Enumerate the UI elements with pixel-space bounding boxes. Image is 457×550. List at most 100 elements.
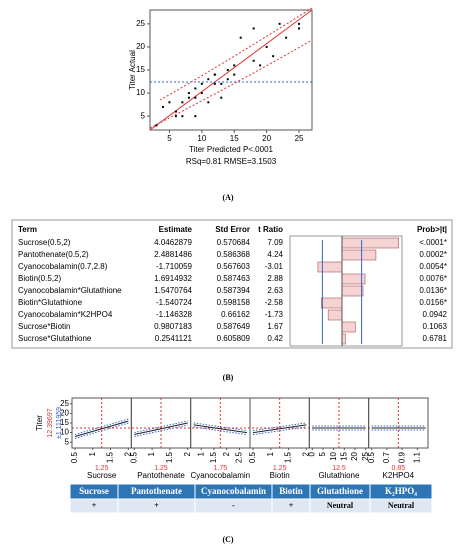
x-tick-label: 1	[266, 451, 275, 456]
point	[233, 64, 236, 67]
sign-text: -	[232, 501, 235, 510]
x-tick-label: 5	[318, 451, 327, 456]
x-tick-label: 1	[88, 451, 97, 456]
point	[155, 124, 158, 127]
point	[181, 101, 184, 104]
x-tick-label: 25	[361, 451, 370, 460]
point	[207, 101, 210, 104]
cell: 1.6914932	[154, 274, 192, 283]
y-tick-label: 10	[60, 428, 69, 437]
profile-line	[193, 424, 248, 434]
cell: 0.0156*	[419, 298, 447, 307]
point	[239, 36, 242, 39]
cell: 1.67	[267, 322, 283, 331]
fit-stats: RSq=0.81 RMSE=3.1503	[186, 157, 277, 166]
sign-text: +	[92, 501, 97, 510]
x-tick-label: 1.5	[284, 451, 293, 463]
point	[187, 96, 190, 99]
cell: Cyanocobalamin*Glutathione	[18, 286, 122, 295]
cell: 0.587394	[217, 286, 251, 295]
x-tick-label: 5	[167, 134, 172, 143]
cell: -3.01	[265, 262, 284, 271]
cell: 0.6781	[423, 334, 448, 343]
x-tick-label: 15	[339, 451, 348, 460]
column-header: Estimate	[159, 225, 193, 234]
y-tick-label: 5	[65, 437, 70, 446]
y-tick-label: 20	[136, 42, 145, 51]
current-value: 0.85	[392, 465, 406, 472]
cell: 0.0136*	[419, 286, 447, 295]
y-tick-label: 15	[136, 65, 145, 74]
cell: 0.0002*	[419, 250, 447, 259]
profile-line	[134, 422, 188, 436]
point	[220, 82, 223, 85]
confidence-lower	[149, 39, 313, 129]
factor-name: Sucrose	[87, 471, 117, 480]
panel-label: (B)	[223, 373, 234, 382]
cell: -2.58	[265, 298, 284, 307]
point	[298, 22, 301, 25]
x-tick-label: 1.5	[106, 451, 115, 463]
point	[200, 82, 203, 85]
cell: Sucrose*Biotin	[18, 322, 70, 331]
cell: Biotin*Glutathione	[18, 298, 83, 307]
x-tick-label: 1	[147, 451, 156, 456]
point	[187, 92, 190, 95]
x-tick-label: 0.5	[70, 451, 79, 463]
y-tick-label: 10	[136, 88, 145, 97]
cell: Cyanocobalamin(0.7,2.8)	[18, 262, 108, 271]
x-tick-label: 20	[350, 451, 359, 460]
cell: -1.540724	[156, 298, 193, 307]
factor-name: Cyanocobalamin	[191, 471, 251, 480]
y-tick-label: 25	[60, 399, 69, 408]
cell: 0.598158	[217, 298, 251, 307]
y-axis-label: Titer Actual	[128, 50, 137, 90]
header-text: Sucrose	[79, 486, 109, 496]
point	[213, 82, 216, 85]
t-ratio-bar	[341, 249, 377, 261]
cell: 0.0054*	[419, 262, 447, 271]
current-value: 1.25	[154, 465, 168, 472]
y-tick-label: 25	[136, 19, 145, 28]
cell: Pantothenate(0.5,2)	[18, 250, 89, 259]
x-tick-label: 0	[307, 451, 316, 456]
t-ratio-bar	[317, 261, 343, 273]
cell: -1.710059	[156, 262, 193, 271]
x-tick-label: 1.1	[412, 451, 421, 463]
column-header: t Ratio	[258, 225, 283, 234]
fit-line	[149, 9, 313, 131]
t-ratio-bar	[341, 321, 356, 333]
header-text: K₂HPO₄	[385, 486, 417, 496]
x-tick-label: 25	[295, 134, 304, 143]
x-tick-label: 2	[301, 451, 310, 456]
x-tick-label: 0.7	[382, 451, 391, 463]
cell: 4.0462879	[154, 238, 192, 247]
column-header: Term	[18, 225, 37, 234]
cell: 0.42	[267, 334, 283, 343]
column-header: Prob>|t|	[417, 225, 447, 234]
sign-text: Neutral	[388, 501, 415, 510]
point	[278, 22, 281, 25]
point	[220, 96, 223, 99]
point	[226, 69, 229, 71]
x-tick-label: 0.5	[367, 451, 376, 463]
x-tick-label: 2	[183, 451, 192, 456]
x-tick-label: 0.5	[248, 451, 257, 463]
cell: 0.587463	[217, 274, 251, 283]
point	[272, 55, 275, 58]
point	[233, 73, 236, 76]
t-ratio-bar	[341, 237, 400, 249]
t-ratio-bar	[327, 309, 343, 321]
t-ratio-bar	[341, 285, 364, 297]
cell: 2.4881486	[154, 250, 192, 259]
cell: 0.0076*	[419, 274, 447, 283]
x-tick-label: 2	[222, 451, 231, 456]
current-value: 1.75	[214, 465, 228, 472]
cell: 0.66162	[221, 310, 250, 319]
point	[174, 110, 177, 113]
interval: ±1.111959	[56, 407, 63, 439]
point	[174, 115, 177, 118]
sign-text: +	[154, 501, 159, 510]
header-text: Biotin	[279, 486, 303, 496]
